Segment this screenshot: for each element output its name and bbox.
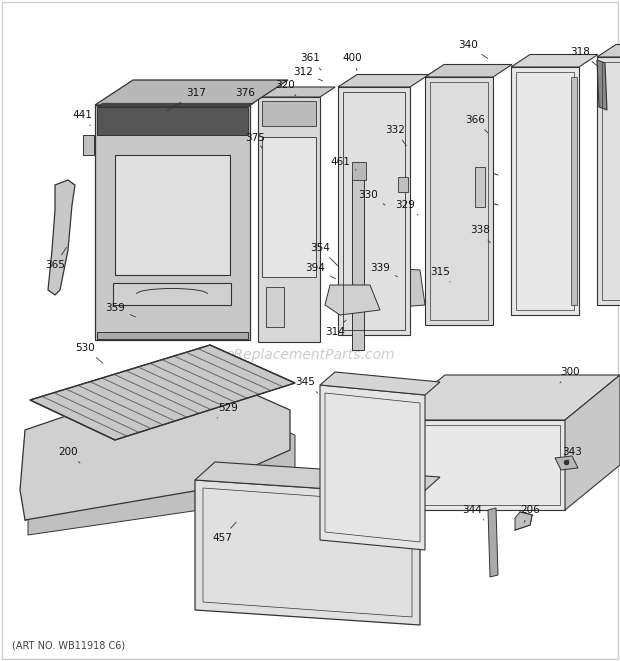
Text: eReplacementParts.com: eReplacementParts.com [225,348,395,362]
Polygon shape [320,385,425,550]
Polygon shape [195,480,420,625]
Bar [430,82,488,320]
Text: 343: 343 [562,447,582,462]
Polygon shape [385,268,425,308]
Text: 366: 366 [465,115,488,133]
Text: 340: 340 [458,40,488,58]
Text: 318: 318 [570,47,598,66]
Polygon shape [390,375,620,420]
Text: 461: 461 [330,157,356,170]
Text: (ART NO. WB11918 C6): (ART NO. WB11918 C6) [12,640,125,650]
Text: 365: 365 [45,247,66,270]
Text: 359: 359 [105,303,135,317]
Text: 345: 345 [295,377,318,393]
Polygon shape [597,60,607,110]
Polygon shape [425,77,493,325]
Text: 339: 339 [370,263,397,277]
Text: 354: 354 [310,243,338,266]
Text: 315: 315 [430,267,450,282]
Polygon shape [97,103,254,107]
Polygon shape [555,456,578,470]
Bar [97,107,248,135]
Text: 529: 529 [217,403,238,418]
Polygon shape [113,283,231,305]
Bar [266,287,284,327]
Text: 400: 400 [342,53,362,71]
Polygon shape [195,462,440,495]
Text: 200: 200 [58,447,80,463]
Text: 206: 206 [520,505,540,522]
Text: 361: 361 [300,53,321,70]
Text: 332: 332 [385,125,406,145]
Bar [602,62,620,300]
Text: 338: 338 [470,225,490,243]
Polygon shape [338,87,410,335]
Bar [395,425,560,505]
Polygon shape [48,180,75,295]
Polygon shape [597,57,620,305]
Polygon shape [258,87,335,97]
Polygon shape [95,80,288,105]
Polygon shape [515,512,532,530]
Polygon shape [325,285,380,315]
Bar [115,155,230,275]
Text: 457: 457 [212,522,236,543]
Text: 300: 300 [560,367,580,383]
Polygon shape [475,167,485,207]
Bar [352,175,364,350]
Polygon shape [425,65,512,77]
Text: 312: 312 [293,67,322,81]
Text: 376: 376 [235,88,255,108]
Text: 330: 330 [358,190,385,205]
Bar [398,177,408,192]
Text: 344: 344 [462,505,484,520]
Polygon shape [258,97,320,342]
Text: 317: 317 [167,88,206,110]
Polygon shape [511,54,598,67]
Polygon shape [30,345,295,440]
Polygon shape [597,44,620,57]
Text: 320: 320 [275,80,296,96]
Bar [262,137,316,277]
Polygon shape [28,398,295,535]
Text: 394: 394 [305,263,335,279]
Polygon shape [390,420,565,510]
Bar [352,162,366,180]
Text: 375: 375 [245,133,265,148]
Polygon shape [511,67,579,315]
Bar [343,92,405,330]
Text: 329: 329 [395,200,418,215]
Polygon shape [320,372,440,395]
Polygon shape [565,375,620,510]
Bar [516,72,574,310]
Polygon shape [95,105,250,340]
Text: 314: 314 [325,320,346,337]
Text: 530: 530 [75,343,103,363]
Polygon shape [488,508,498,577]
Bar [97,332,248,339]
Bar [262,101,316,126]
Polygon shape [338,75,429,87]
Text: 441: 441 [72,110,92,126]
Bar [83,135,94,155]
Polygon shape [20,370,290,520]
Bar [571,77,577,305]
